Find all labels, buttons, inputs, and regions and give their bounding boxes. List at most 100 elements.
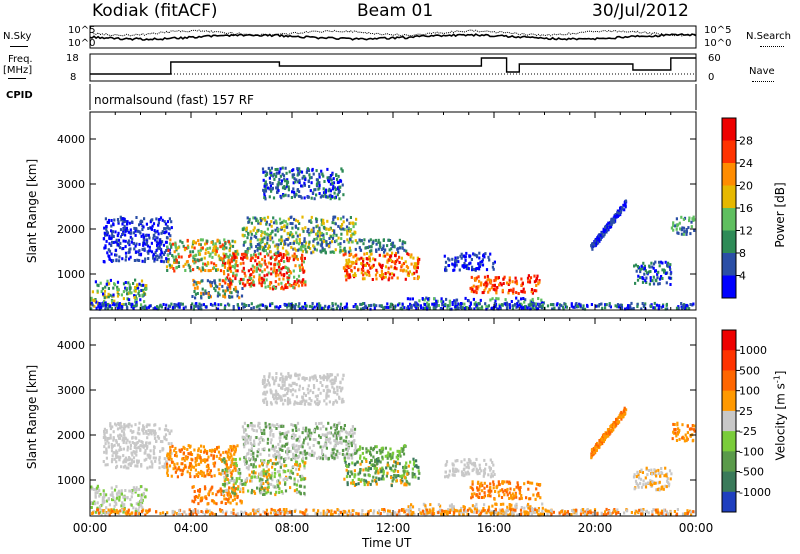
echo-cell (319, 381, 322, 384)
echo-cell (284, 477, 287, 480)
echo-cell (457, 260, 460, 264)
echo-cell (337, 236, 340, 240)
echo-cell (172, 255, 175, 259)
echo-cell (257, 442, 260, 446)
echo-cell (391, 241, 395, 245)
echo-cell (271, 423, 274, 427)
echo-cell (130, 231, 133, 235)
echo-cell (426, 301, 429, 305)
echo-cell (179, 450, 182, 453)
echo-cell (267, 261, 270, 265)
echo-cell (263, 192, 266, 196)
echo-cell (575, 304, 579, 308)
echo-cell (263, 255, 266, 259)
echo-cell (643, 272, 646, 276)
echo-cell (283, 460, 286, 464)
echo-cell (233, 266, 236, 270)
echo-cell (165, 240, 168, 244)
echo-cell (486, 274, 489, 278)
echo-cell (307, 452, 311, 456)
echo-cell (283, 383, 286, 387)
echo-cell (150, 432, 153, 436)
echo-cell (237, 471, 240, 475)
echo-cell (218, 239, 221, 243)
echo-cell (231, 461, 234, 465)
echo-cell (248, 448, 251, 452)
echo-cell (650, 261, 653, 265)
echo-cell (236, 469, 239, 473)
echo-cell (225, 465, 228, 469)
echo-cell (235, 477, 238, 481)
echo-cell (281, 186, 285, 190)
echo-cell (346, 230, 349, 234)
echo-cell (372, 263, 375, 267)
echo-cell (226, 288, 229, 292)
echo-cell (251, 475, 254, 479)
echo-cell (232, 447, 235, 451)
echo-cell (107, 218, 111, 222)
echo-cell (252, 471, 255, 475)
echo-cell (535, 277, 538, 280)
echo-cell (335, 400, 339, 404)
echo-cell (650, 305, 653, 308)
echo-cell (250, 255, 253, 259)
echo-cell (194, 460, 197, 464)
echo-cell (265, 383, 268, 387)
echo-cell (266, 477, 269, 481)
echo-cell (260, 485, 263, 489)
echo-cell (97, 487, 100, 490)
echo-cell (93, 488, 96, 491)
echo-cell (293, 254, 296, 258)
echo-cell (286, 286, 289, 289)
echo-cell (511, 289, 514, 293)
echo-cell (342, 193, 345, 197)
echo-cell (372, 257, 375, 261)
echo-cell (336, 455, 339, 459)
echo-cell (170, 429, 173, 433)
echo-cell (523, 290, 526, 294)
echo-cell (241, 302, 244, 306)
echo-cell (233, 287, 236, 291)
echo-cell (335, 434, 338, 437)
echo-cell (143, 487, 147, 491)
echo-cell (636, 305, 639, 308)
echo-cell (267, 473, 270, 477)
echo-cell (142, 233, 145, 237)
echo-cell (277, 306, 280, 310)
echo-cell (295, 444, 298, 448)
echo-cell (213, 461, 217, 465)
echo-cell (490, 286, 493, 290)
echo-cell (280, 235, 283, 239)
echo-cell (290, 423, 293, 427)
echo-cell (330, 178, 333, 182)
echo-cell (489, 298, 492, 302)
echo-cell (209, 269, 212, 272)
echo-cell (339, 305, 342, 309)
echo-cell (115, 259, 118, 263)
echo-cell (339, 217, 343, 221)
echo-cell (329, 189, 332, 193)
echo-cell (261, 447, 264, 451)
echo-cell (639, 270, 642, 274)
echo-cell (166, 454, 169, 458)
echo-cell (501, 288, 504, 292)
echo-cell (690, 220, 693, 224)
echo-cell (264, 174, 267, 178)
echo-cell (508, 289, 511, 292)
echo-cell (301, 249, 304, 253)
echo-cell (289, 401, 292, 405)
echo-cell (303, 256, 306, 260)
echo-cell (562, 307, 565, 311)
echo-cell (297, 279, 300, 283)
echo-cell (329, 250, 332, 254)
echo-cell (183, 458, 186, 462)
echo-cell (235, 259, 238, 263)
echo-cell (212, 266, 216, 270)
echo-cell (129, 498, 132, 502)
echo-cell (213, 249, 216, 252)
echo-cell (419, 306, 423, 310)
echo-cell (166, 471, 169, 475)
echo-cell (415, 307, 418, 310)
echo-cell (339, 249, 342, 252)
echo-cell (265, 232, 268, 236)
